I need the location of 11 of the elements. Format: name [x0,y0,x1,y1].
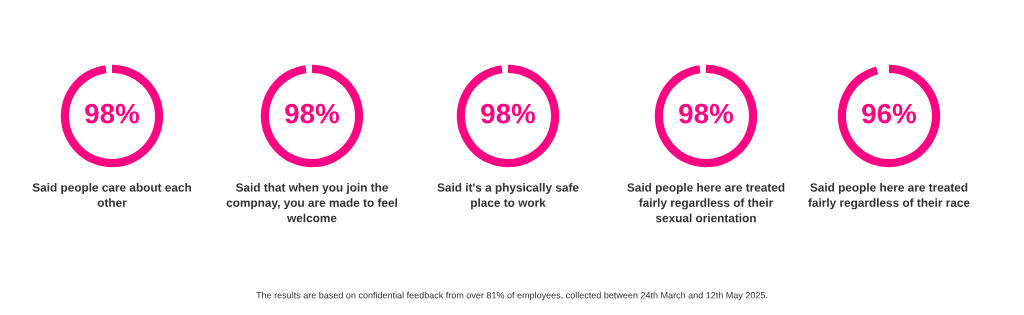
text: Said it's a physically safe place to work [437,183,579,210]
data-label: 98% [679,103,734,124]
text: Said people care about each other [32,183,191,207]
data-label: 96% [862,103,917,124]
text: Said that when you join the compnay, you are made to feel welcome [226,183,398,223]
data-label: 98% [285,103,340,124]
text: Said people here are treated fairly regardless of their sexual orientation [627,183,785,223]
text: The results are based on confidential feedback from over 81% of employees, collected between 24th March and 12th May 2025. [256,291,768,301]
text: Said people here are treated fairly regardless of their race [808,183,970,210]
data-label: 98% [85,103,140,124]
data-label: 98% [481,103,536,124]
